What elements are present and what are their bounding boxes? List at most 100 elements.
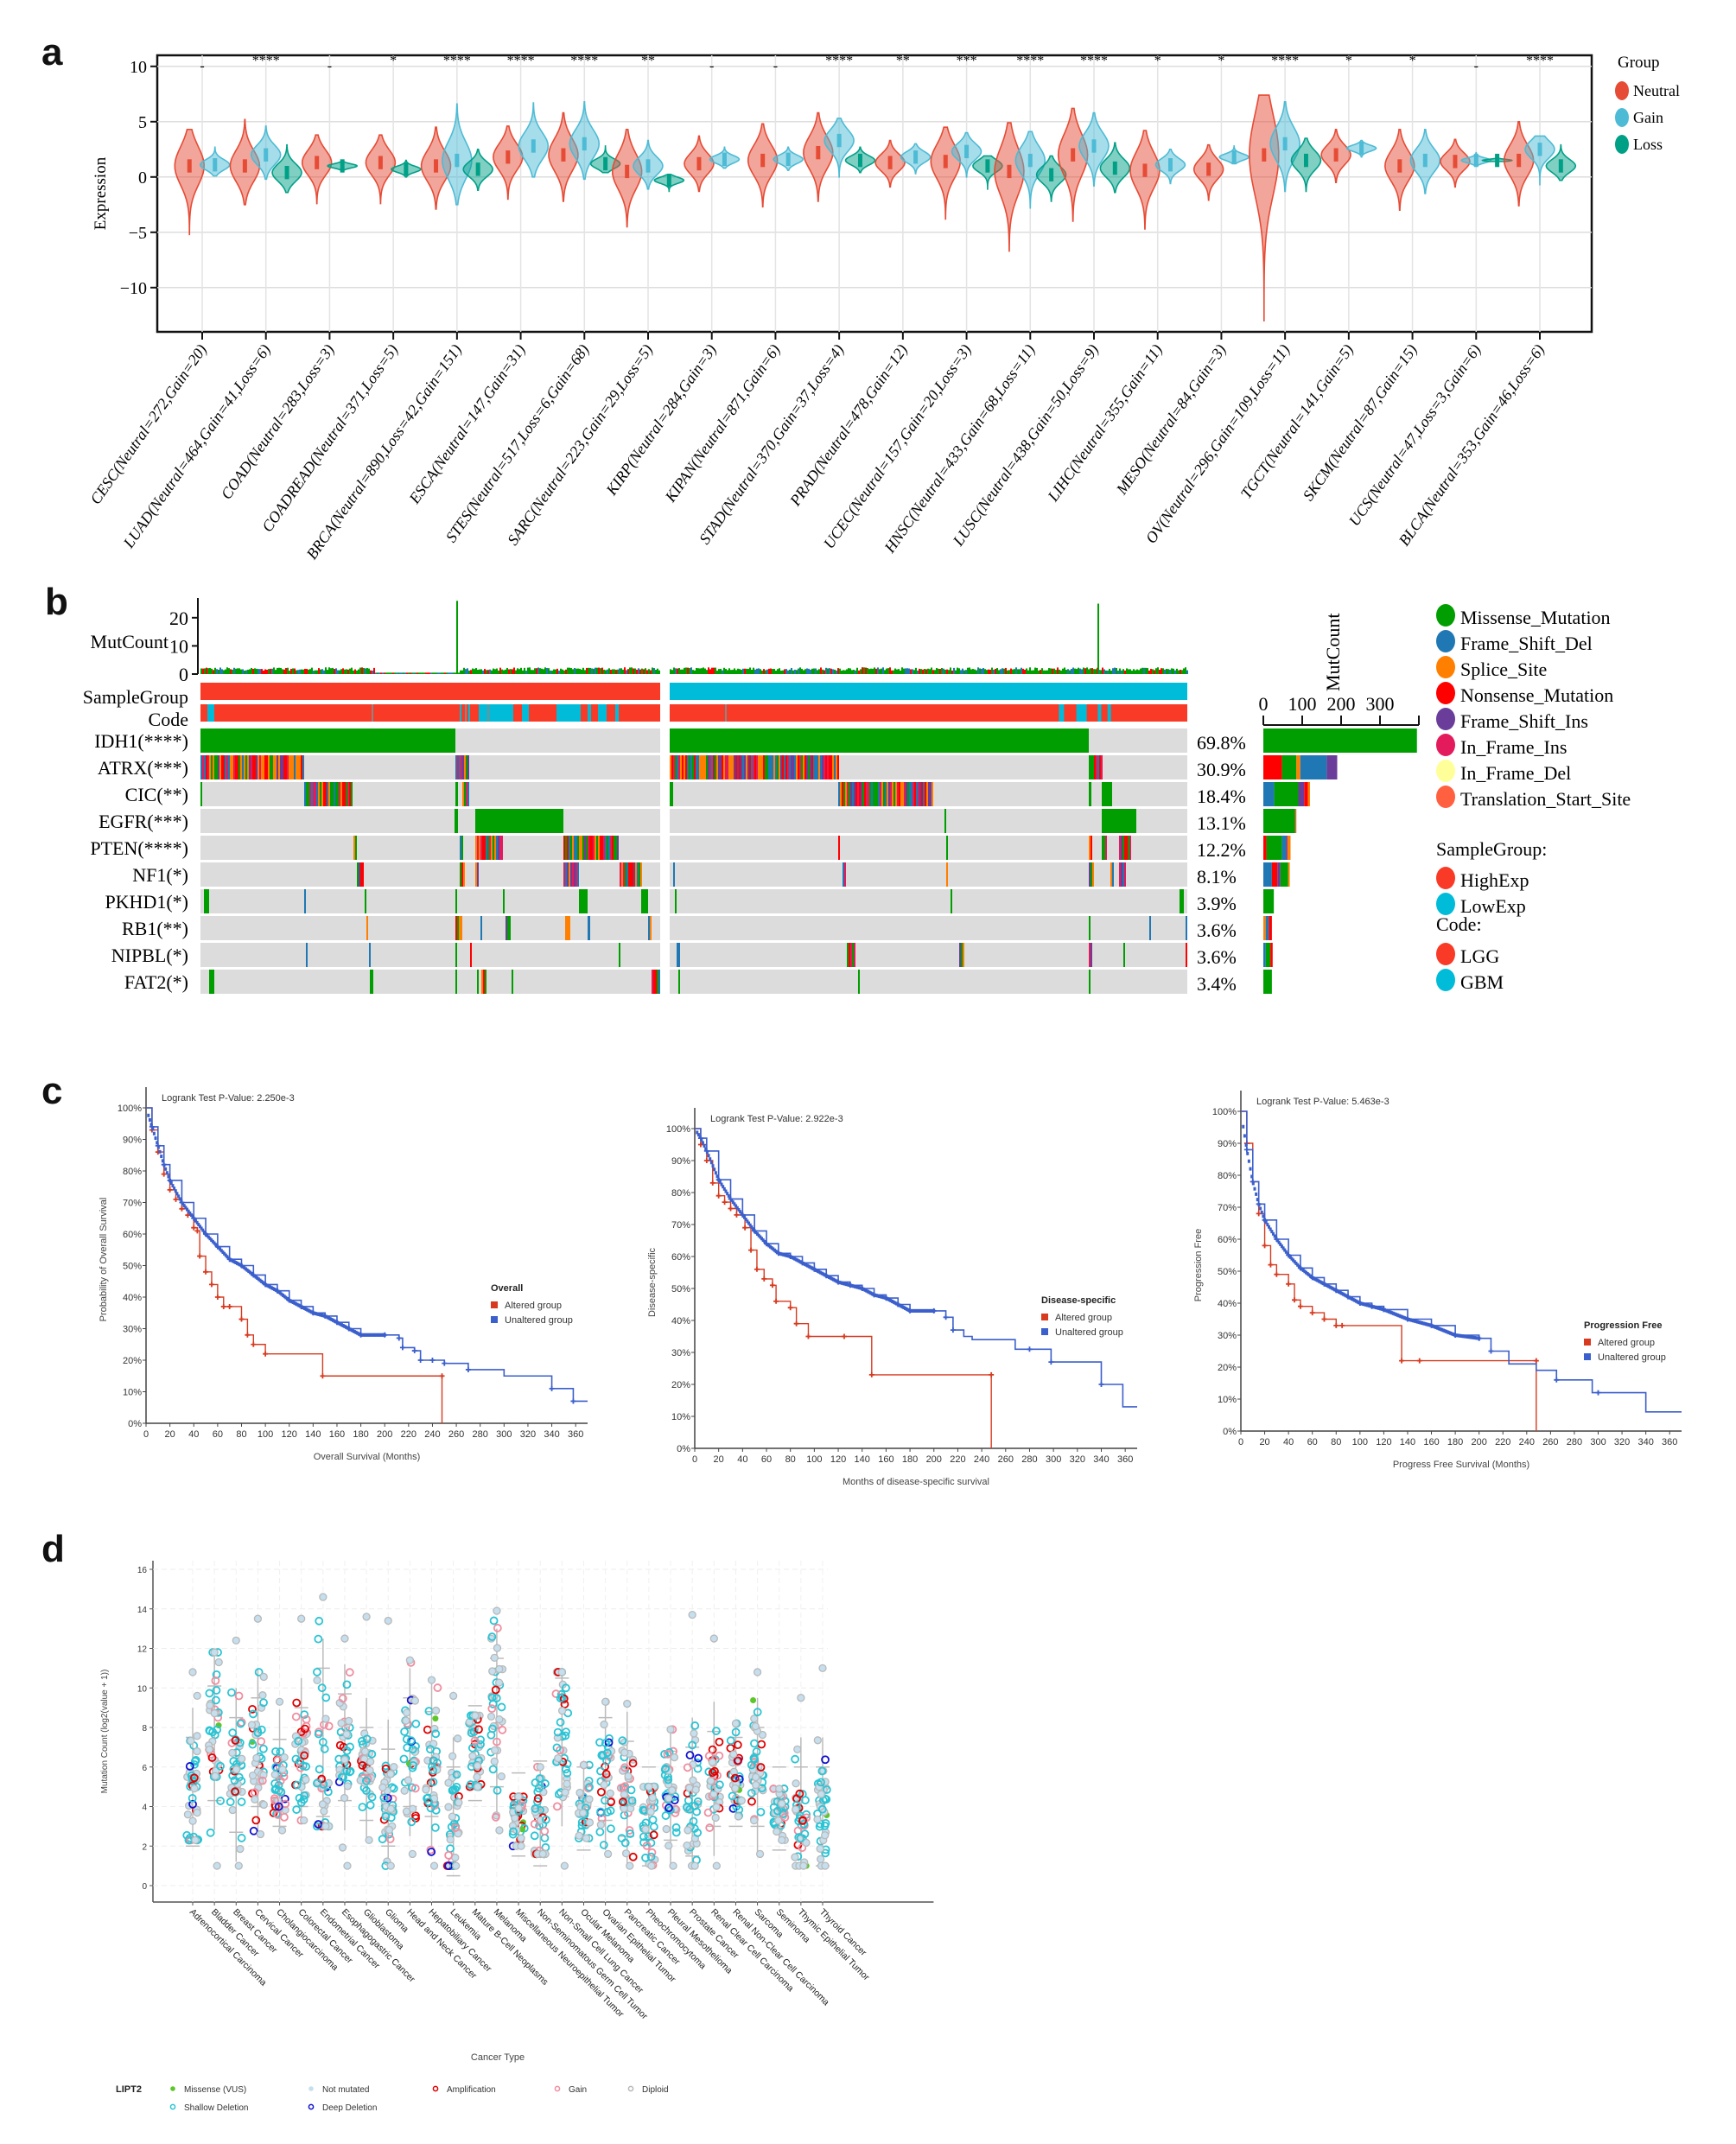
mutation-cell: [913, 782, 914, 806]
data-point-shallow-deletion: [534, 1784, 544, 1793]
mutcount-bar: [1069, 670, 1071, 674]
censor-mark: [363, 1333, 366, 1337]
mutcount-bar: [784, 669, 785, 674]
mutcount-bar: [264, 669, 266, 674]
violin-neutral: [1057, 107, 1089, 222]
data-point-shallow-deletion: [684, 1796, 693, 1805]
panel-label-c: c: [41, 1070, 63, 1112]
censor-mark: [1350, 1296, 1353, 1301]
data-point-not-mutated: [690, 1729, 698, 1738]
mutation-cell: [487, 836, 489, 860]
mutcount-bar: [903, 668, 905, 674]
censor-mark: [798, 1260, 802, 1264]
y-tick-label: 80%: [123, 1167, 142, 1177]
data-point-not-mutated: [427, 1676, 436, 1684]
mutcount-bar: [706, 670, 708, 674]
data-point-not-mutated: [606, 1789, 614, 1797]
x-tick-label: 40: [188, 1429, 199, 1440]
data-point-shallow-deletion: [291, 1754, 301, 1764]
censor-mark: [1270, 1230, 1274, 1234]
censor-mark: [1390, 1311, 1394, 1315]
censor-mark: [806, 1263, 810, 1268]
mutcount-bar: [582, 667, 584, 674]
mutcount-bar: [868, 669, 870, 674]
mutation-cell: [467, 782, 469, 806]
mutcount-bar: [709, 669, 711, 674]
censor-mark: [1466, 1334, 1469, 1339]
mutcount-bar: [271, 668, 273, 674]
mutcount-bar: [749, 667, 751, 674]
censor-mark: [251, 1341, 257, 1347]
data-point-gain: [530, 1819, 539, 1829]
mutcount-bar: [773, 668, 775, 674]
mutcount-bar: [989, 669, 991, 674]
mutcount-bar: [1084, 668, 1086, 674]
data-point-shallow-deletion: [216, 1761, 225, 1771]
mutcount-bar: [596, 667, 598, 674]
mutcount-bar: [209, 667, 211, 674]
x-tick-label: 200: [377, 1429, 392, 1440]
significance-label: ****: [1080, 54, 1108, 68]
censor-mark: [700, 1137, 703, 1142]
censor-mark: [1286, 1281, 1292, 1287]
mutcount-bar: [692, 670, 694, 674]
censor-mark: [924, 1308, 927, 1313]
legend-label: HighExp: [1460, 869, 1529, 891]
data-point-shallow-deletion: [693, 1764, 703, 1773]
km-curve-unaltered: [1241, 1110, 1682, 1413]
mutcount-bar: [889, 667, 891, 674]
mutation-cell: [482, 836, 484, 860]
y-tick-label: 90%: [1218, 1139, 1237, 1149]
censor-mark: [1370, 1304, 1374, 1308]
censor-mark: [887, 1298, 891, 1302]
mutcount-bar: [347, 669, 349, 674]
mutation-cell: [817, 755, 818, 779]
mutation-cell: [459, 916, 461, 940]
censor-mark: [167, 1174, 170, 1179]
mutcount-bar: [670, 669, 671, 674]
data-point-not-mutated: [213, 1861, 221, 1870]
code-track-gbm: [1107, 704, 1111, 722]
gene-row: EGFR(***) 13.1%: [99, 809, 1297, 834]
legend-label: Gain: [569, 2085, 587, 2095]
mutcount-bar: [728, 668, 730, 674]
mutation-cell: [370, 970, 373, 994]
mutcount-bar: [965, 670, 967, 674]
y-tick-label: 100%: [666, 1124, 690, 1135]
mutcount-bar: [200, 668, 202, 674]
censor-mark: [374, 1333, 378, 1337]
censor-mark: [1327, 1284, 1331, 1288]
data-point-shallow-deletion: [603, 1808, 612, 1816]
data-point-deep-deletion: [821, 1755, 830, 1765]
data-point-amplification: [708, 1745, 717, 1754]
censor-mark: [868, 1371, 874, 1377]
mutation-cell: [569, 862, 570, 887]
mutcount-bar: [753, 667, 754, 674]
data-point-shallow-deletion: [312, 1778, 321, 1788]
data-point-gain: [258, 1776, 267, 1785]
mutcount-bar: [620, 668, 622, 674]
x-tick-label: 60: [761, 1454, 772, 1465]
y-tick-label: 90%: [123, 1136, 142, 1146]
censor-mark: [785, 1254, 789, 1258]
data-point-not-mutated: [468, 1752, 477, 1760]
censor-mark: [1292, 1258, 1295, 1263]
data-point-not-mutated: [689, 1776, 697, 1785]
data-point-not-mutated: [340, 1793, 349, 1803]
mutcount-bar: [565, 669, 567, 674]
censor-mark: [768, 1244, 772, 1249]
mutation-cell: [904, 782, 906, 806]
mutcount-bar: [263, 671, 264, 674]
mutcount-bar: [323, 670, 325, 674]
data-point-shallow-deletion: [664, 1775, 673, 1785]
mutation-cell: [355, 836, 357, 860]
mutation-cell: [907, 782, 909, 806]
censor-mark: [697, 1142, 703, 1148]
mutcount-bar: [489, 669, 491, 674]
gene-row: NF1(*) 8.1%: [132, 862, 1290, 888]
censor-mark: [1343, 1293, 1346, 1297]
data-point-not-mutated: [536, 1763, 544, 1772]
censor-mark: [179, 1206, 185, 1212]
mutcount-bar-segment: [1298, 782, 1305, 806]
mutcount-bar: [273, 667, 275, 674]
